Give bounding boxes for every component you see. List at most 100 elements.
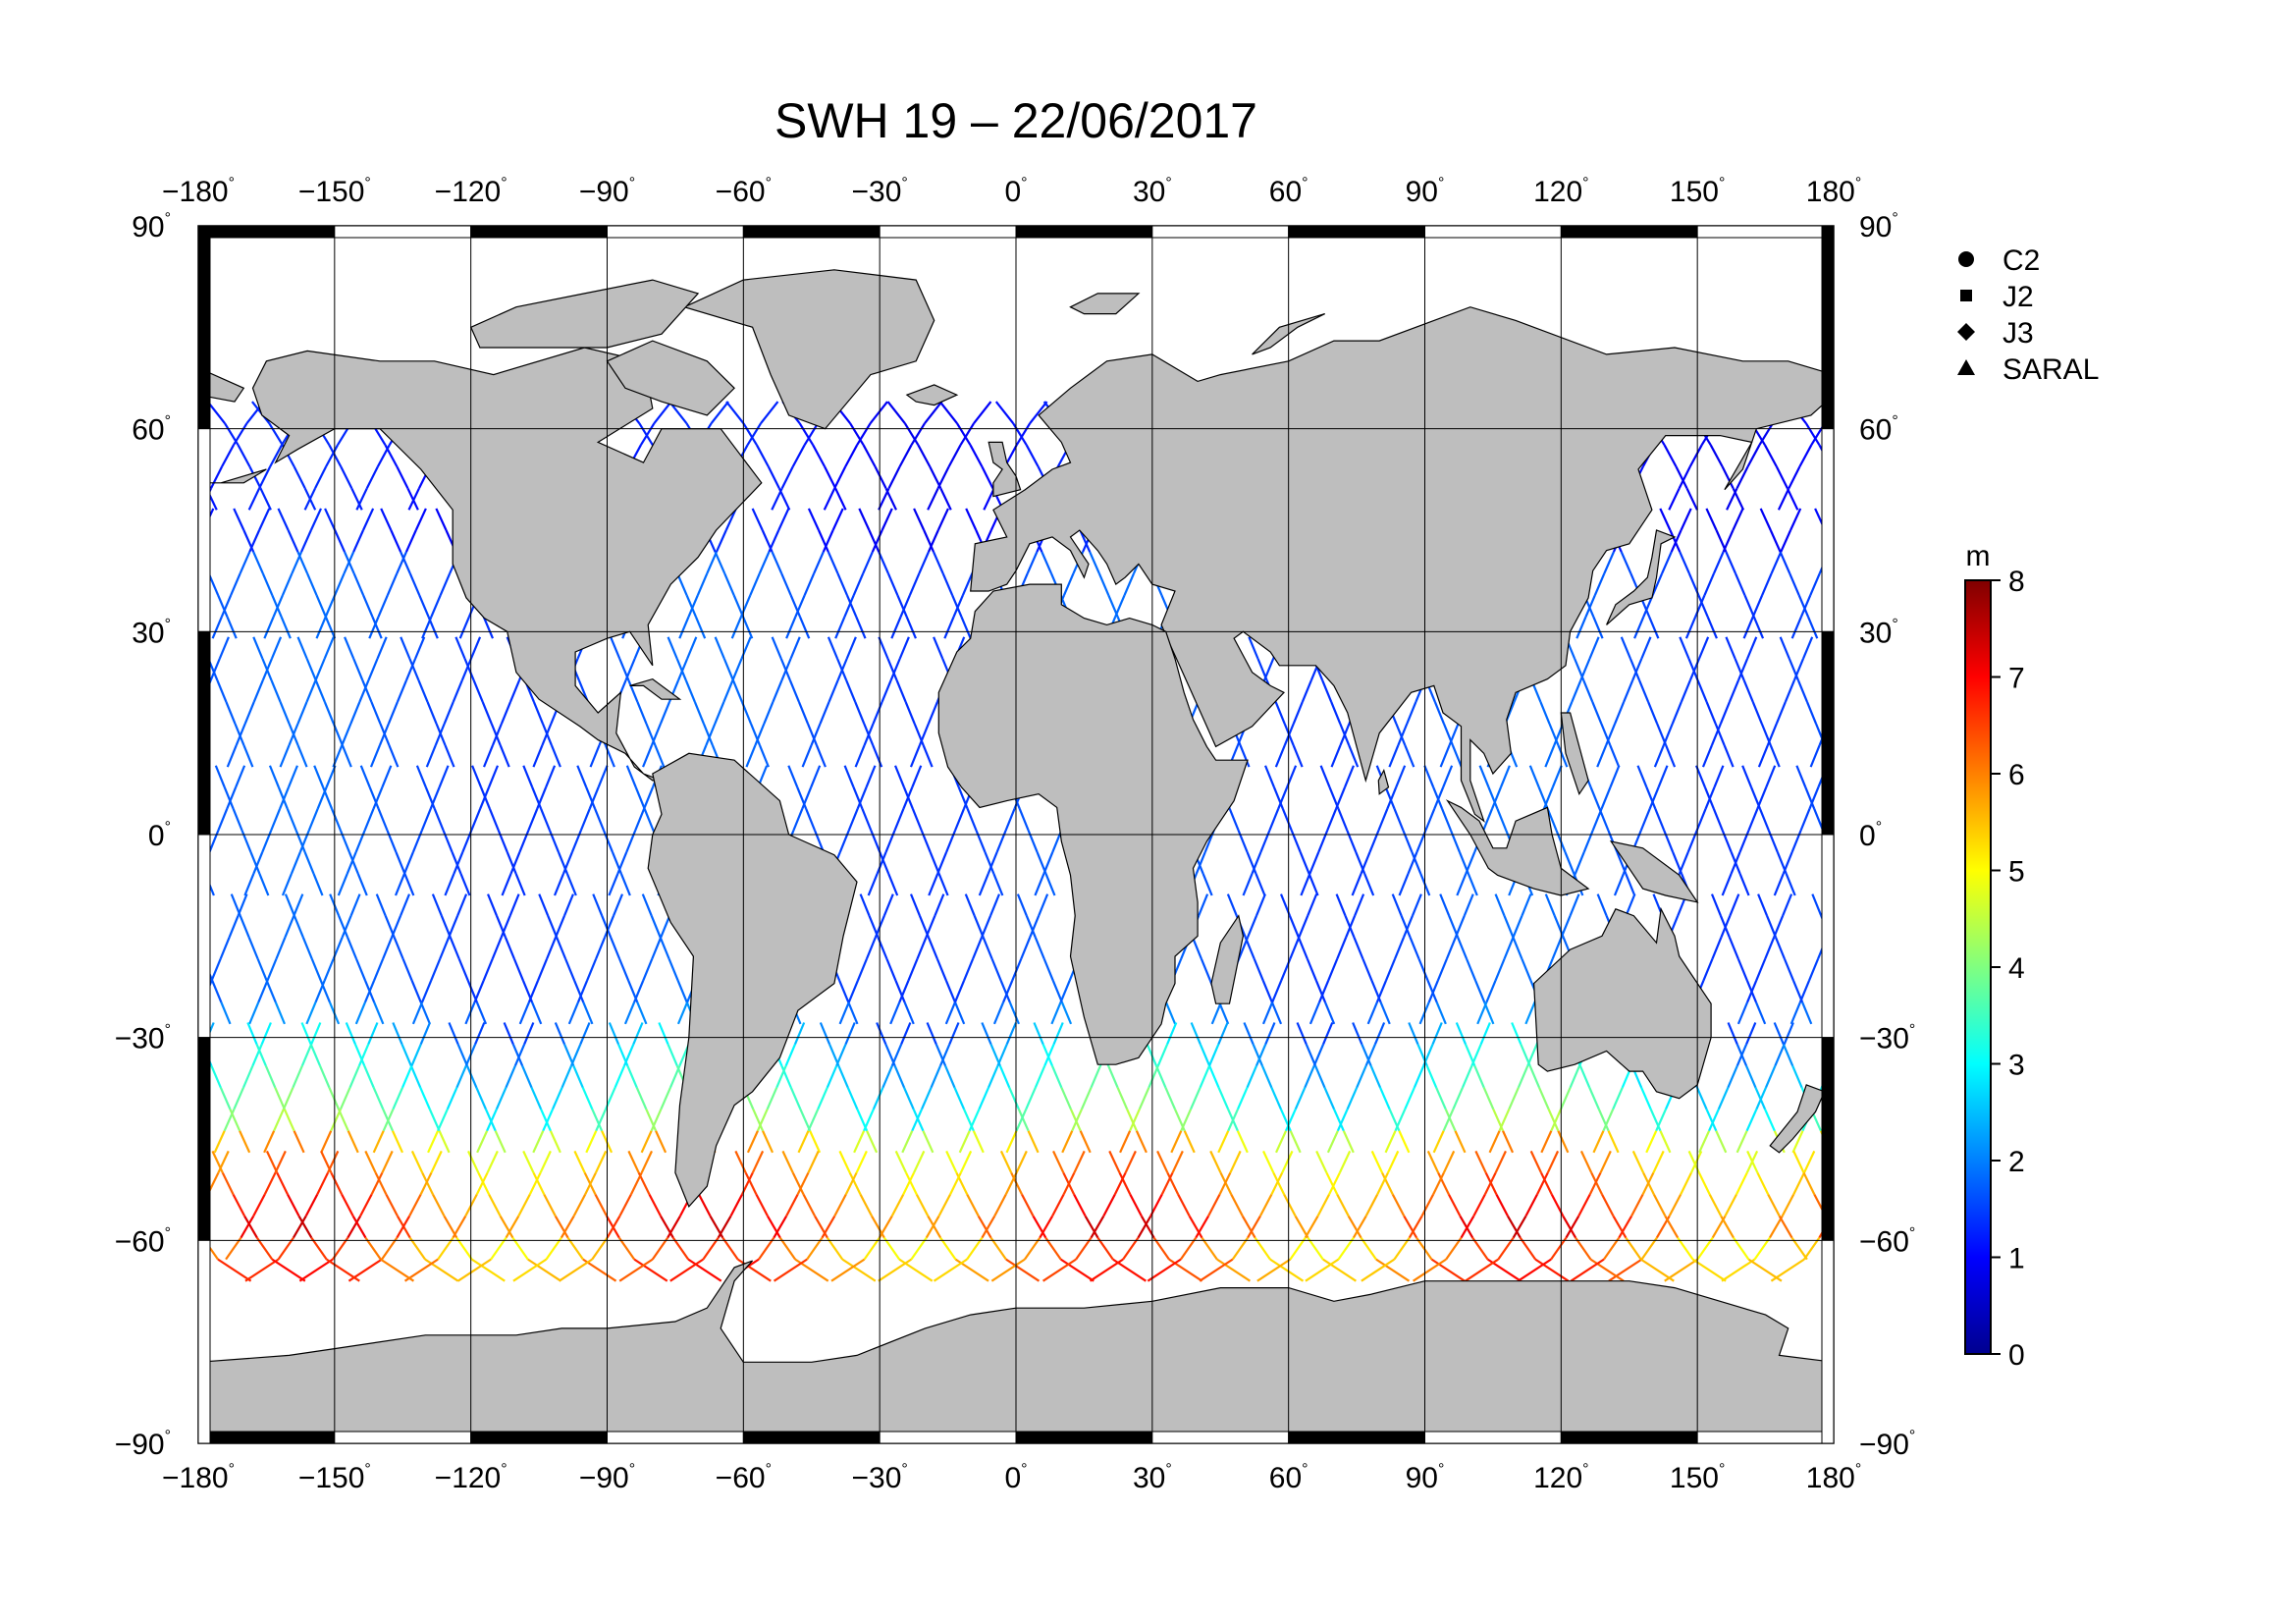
- colorbar-tick-label: 8: [2008, 566, 2025, 598]
- frame-segment: [197, 1239, 211, 1444]
- frame-segment: [1424, 225, 1562, 239]
- frame-segment: [1288, 1431, 1425, 1444]
- land-greenland: [682, 269, 935, 430]
- triangle-icon: [1957, 359, 1975, 375]
- frame-segment: [1821, 834, 1835, 1039]
- legend-label: C2: [2002, 244, 2040, 277]
- colorbar-tick-label: 5: [2008, 856, 2025, 889]
- colorbar-tick-label: 0: [2008, 1339, 2025, 1372]
- lat-tick-label: 0°: [1859, 819, 1882, 852]
- lon-tick-label: −30°: [852, 175, 908, 208]
- colorbar-tick-label: 3: [2008, 1050, 2025, 1082]
- lon-tick-label: −120°: [435, 1461, 507, 1494]
- colorbar-tick-label: 6: [2008, 759, 2025, 791]
- lon-tick-label: −30°: [852, 1461, 908, 1494]
- lat-tick-label: −30°: [115, 1022, 171, 1055]
- map-title: SWH 19 – 22/06/2017: [774, 93, 1257, 148]
- frame-segment: [197, 1431, 336, 1444]
- colorbar-tick-label: 4: [2008, 952, 2025, 985]
- frame-segment: [197, 428, 211, 632]
- lat-tick-label: −60°: [115, 1224, 171, 1258]
- frame-segment: [470, 1431, 608, 1444]
- lon-tick-label: −180°: [162, 175, 235, 208]
- frame-segment: [1015, 1431, 1153, 1444]
- frame-segment: [879, 225, 1017, 239]
- colorbar-tick-label: 2: [2008, 1146, 2025, 1178]
- frame-segment: [1696, 225, 1835, 239]
- lat-tick-label: 60°: [1859, 413, 1898, 447]
- land-philippines: [1560, 712, 1589, 796]
- land-sri-lanka: [1377, 768, 1390, 795]
- lon-tick-label: 90°: [1406, 175, 1445, 208]
- land-new-zealand: [1769, 1084, 1826, 1154]
- legend-label: J3: [2002, 317, 2034, 350]
- lat-tick-label: −60°: [1859, 1224, 1915, 1258]
- land-alaska-islands: [198, 468, 267, 484]
- frame-segment: [197, 1037, 211, 1241]
- colorbar-tick-label: 1: [2008, 1243, 2025, 1275]
- land-japan: [1606, 529, 1677, 625]
- lon-tick-label: −120°: [435, 175, 507, 208]
- frame-segment: [1288, 225, 1425, 239]
- frame-segment: [1424, 1431, 1562, 1444]
- frame-segment: [607, 225, 744, 239]
- land-svalbard: [1069, 293, 1141, 315]
- frame-segment: [197, 225, 211, 430]
- lon-tick-label: 0°: [1004, 1461, 1027, 1494]
- lon-tick-label: −180°: [162, 1461, 235, 1494]
- lon-tick-label: −60°: [716, 1461, 772, 1494]
- lon-tick-label: 60°: [1269, 1461, 1308, 1494]
- land-new-guinea: [1609, 840, 1699, 903]
- lat-tick-label: 30°: [132, 616, 171, 649]
- frame-segment: [1821, 1239, 1835, 1444]
- legend-item-saral: SARAL: [1957, 353, 2099, 386]
- square-icon: [1960, 290, 1972, 301]
- frame-segment: [607, 1431, 744, 1444]
- legend-label: SARAL: [2002, 353, 2099, 386]
- frame-segment: [1696, 1431, 1835, 1444]
- graticule: [198, 226, 1834, 1443]
- land-cuba: [629, 677, 682, 700]
- legend-item-c2: C2: [1958, 244, 2040, 277]
- land-canada-islands: [469, 279, 700, 349]
- colorbar-ticks: 0 1 2 3 4 5 6 7 8: [1991, 566, 2025, 1372]
- map-area: −180° −180° −150° −150° −120° −120° −90° −90° −6…: [115, 175, 1916, 1494]
- swh-colorbar: m 0 1 2 3 4 5 6 7 8: [1964, 540, 2025, 1372]
- legend-item-j2: J2: [1960, 281, 2034, 313]
- lat-tick-label: −30°: [1859, 1022, 1915, 1055]
- lon-tick-label: −150°: [298, 175, 371, 208]
- lat-tick-label: 60°: [132, 413, 171, 447]
- colorbar-scale: [1964, 579, 1992, 1355]
- lat-tick-label: 90°: [1859, 210, 1898, 243]
- frame-segment: [1560, 225, 1698, 239]
- lat-tick-label: 0°: [148, 819, 171, 852]
- lon-tick-label: −90°: [579, 175, 635, 208]
- lon-tick-label: −60°: [716, 175, 772, 208]
- frame-segment: [334, 225, 472, 239]
- frame-segment: [1151, 225, 1290, 239]
- lon-tick-label: 90°: [1406, 1461, 1445, 1494]
- diamond-icon: [1957, 323, 1975, 341]
- land-baffin: [606, 340, 735, 416]
- lon-tick-label: 150°: [1670, 1461, 1725, 1494]
- land-eurasia: [970, 306, 1834, 823]
- lon-tick-label: −150°: [298, 1461, 371, 1494]
- lat-tick-label: 30°: [1859, 616, 1898, 649]
- land-iceland: [905, 384, 959, 406]
- circle-icon: [1958, 251, 1974, 267]
- frame-segment: [1821, 225, 1835, 430]
- frame-segment: [1560, 1431, 1698, 1444]
- lon-tick-label: 30°: [1133, 175, 1172, 208]
- lat-tick-label: −90°: [115, 1428, 171, 1461]
- frame-segment: [742, 225, 881, 239]
- land-madagascar: [1210, 914, 1245, 1004]
- frame-segment: [470, 225, 608, 239]
- frame-segment: [1151, 1431, 1290, 1444]
- colorbar-unit: m: [1966, 540, 1991, 572]
- lon-tick-label: 30°: [1133, 1461, 1172, 1494]
- frame-segment: [879, 1431, 1017, 1444]
- frame-segment: [1015, 225, 1153, 239]
